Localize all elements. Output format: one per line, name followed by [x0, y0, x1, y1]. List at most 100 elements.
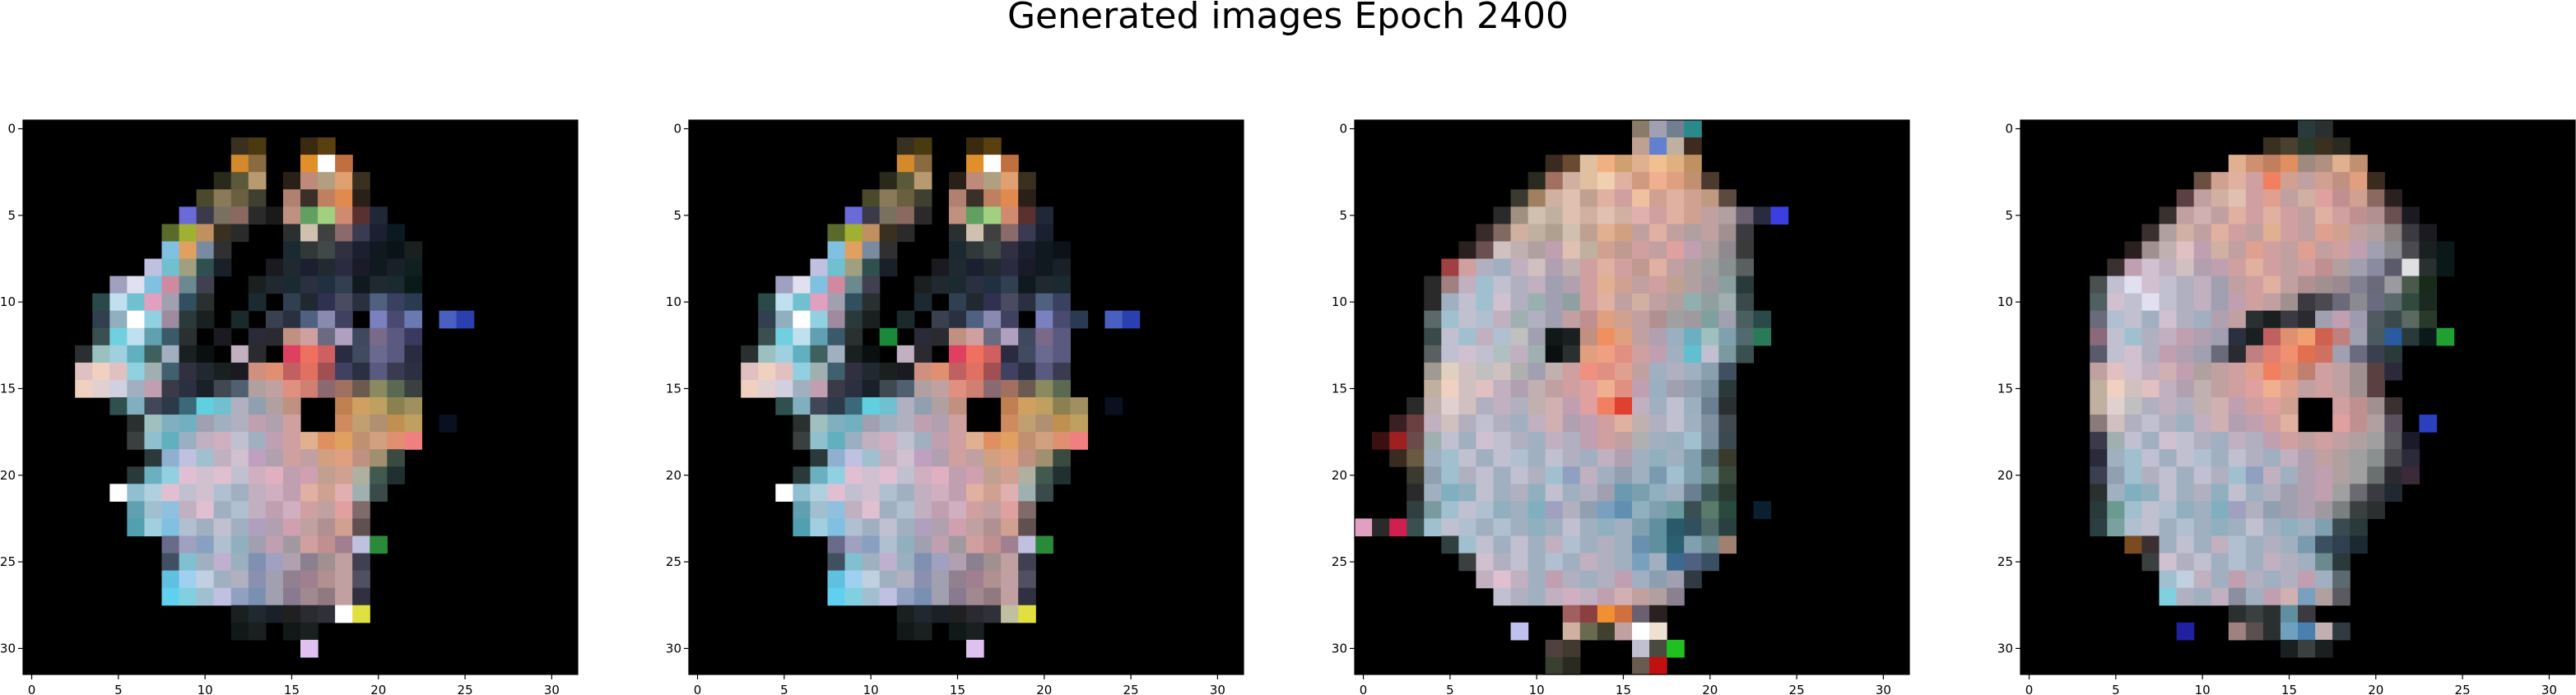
heatmap-cell	[1632, 466, 1650, 484]
heatmap-cell	[162, 554, 180, 572]
heatmap-cell	[283, 466, 301, 484]
heatmap-cell	[914, 276, 932, 294]
heatmap-cell	[2350, 501, 2368, 519]
y-tick-label: 0	[7, 122, 16, 137]
heatmap-cell	[845, 206, 863, 225]
heatmap-cell	[1441, 345, 1459, 364]
heatmap-cell	[214, 466, 232, 484]
heatmap-cell	[387, 466, 405, 484]
heatmap-cell	[1511, 554, 1529, 572]
heatmap-cell	[1667, 588, 1685, 606]
heatmap-cell	[144, 345, 162, 364]
heatmap-cell	[2402, 432, 2420, 450]
heatmap-cell	[983, 241, 1002, 259]
heatmap-cell	[2141, 466, 2160, 484]
heatmap-cell	[1018, 605, 1036, 623]
heatmap-cell	[2211, 259, 2230, 277]
heatmap-cell	[1511, 432, 1529, 450]
heatmap-cell	[1458, 466, 1476, 484]
heatmap-cell	[2298, 571, 2316, 589]
heatmap-cell	[2177, 518, 2195, 536]
heatmap-cell	[2281, 345, 2299, 364]
heatmap-cell	[2107, 415, 2125, 433]
heatmap-cell	[2281, 571, 2299, 589]
heatmap-cell	[370, 536, 388, 554]
heatmap-cell	[2177, 588, 2195, 606]
heatmap-cell	[914, 137, 932, 155]
heatmap-cell	[2298, 241, 2316, 259]
heatmap-cell	[2107, 380, 2125, 398]
heatmap-cell	[2090, 415, 2108, 433]
heatmap-cell	[1701, 466, 1719, 484]
heatmap-panel-3: 0 5 10 15 20 25 30051015202530	[1332, 120, 1909, 695]
heatmap-cell	[457, 311, 475, 329]
heatmap-cell	[2367, 328, 2385, 346]
heatmap-cell	[828, 571, 846, 589]
heatmap-cell	[793, 276, 811, 294]
heatmap-cell	[144, 276, 162, 294]
heatmap-cell	[914, 536, 932, 554]
heatmap-cell	[2298, 155, 2316, 173]
heatmap-cell	[828, 276, 846, 294]
heatmap-cell	[1667, 120, 1685, 138]
heatmap-cell	[932, 259, 950, 277]
heatmap-cell	[2107, 501, 2125, 519]
heatmap-cell	[2160, 328, 2178, 346]
heatmap-cell	[1389, 415, 1407, 433]
heatmap-cell	[1684, 224, 1702, 242]
heatmap-cell	[1718, 241, 1737, 259]
heatmap-cell	[2350, 484, 2368, 502]
heatmap-cell	[92, 380, 110, 398]
heatmap-cell	[897, 554, 915, 572]
heatmap-cell	[2194, 206, 2212, 225]
heatmap-cell	[1684, 155, 1702, 173]
heatmap-cell	[2315, 172, 2333, 190]
heatmap-cell	[966, 276, 984, 294]
heatmap-cell	[335, 605, 353, 623]
heatmap-cell	[2194, 518, 2212, 536]
heatmap-cell	[880, 588, 898, 606]
heatmap-cell	[2211, 380, 2230, 398]
heatmap-cell	[214, 189, 232, 207]
heatmap-cell	[162, 380, 180, 398]
heatmap-cell	[845, 588, 863, 606]
heatmap-cell	[1632, 484, 1650, 502]
heatmap-cell	[144, 432, 162, 450]
heatmap-cell	[2194, 415, 2212, 433]
heatmap-cell	[1511, 294, 1529, 312]
heatmap-cell	[1597, 484, 1616, 502]
heatmap-cell	[1563, 518, 1581, 536]
heatmap-cell	[266, 363, 284, 381]
heatmap-cell	[966, 172, 984, 190]
heatmap-cell	[1546, 345, 1564, 364]
heatmap-cell	[283, 623, 301, 641]
heatmap-cell	[1476, 484, 1494, 502]
heatmap-cell	[2281, 623, 2299, 641]
heatmap-cell	[1615, 172, 1633, 190]
heatmap-cell	[2194, 259, 2212, 277]
heatmap-cell	[1001, 397, 1019, 415]
heatmap-cell	[249, 328, 267, 346]
heatmap-cell	[2160, 588, 2178, 606]
heatmap-cell	[127, 397, 145, 415]
heatmap-cell	[1701, 380, 1719, 398]
y-tick-label: 10	[1332, 294, 1347, 309]
x-tick-label: 10	[2195, 683, 2211, 695]
heatmap-cell	[266, 432, 284, 450]
heatmap-cell	[266, 605, 284, 623]
heatmap-cell	[1597, 276, 1616, 294]
heatmap-cell	[318, 449, 336, 467]
heatmap-cell	[1441, 536, 1459, 554]
heatmap-cell	[2107, 276, 2125, 294]
heatmap-cell	[1649, 120, 1667, 138]
heatmap-cell	[179, 294, 198, 312]
heatmap-cell	[335, 363, 353, 381]
heatmap-cell	[127, 345, 145, 364]
heatmap-cell	[387, 449, 405, 467]
heatmap-cell	[1546, 466, 1564, 484]
heatmap-cell	[983, 501, 1002, 519]
heatmap-cell	[1035, 206, 1053, 225]
heatmap-cell	[1018, 415, 1036, 433]
heatmap-cell	[1494, 432, 1512, 450]
heatmap-cell	[1667, 571, 1685, 589]
